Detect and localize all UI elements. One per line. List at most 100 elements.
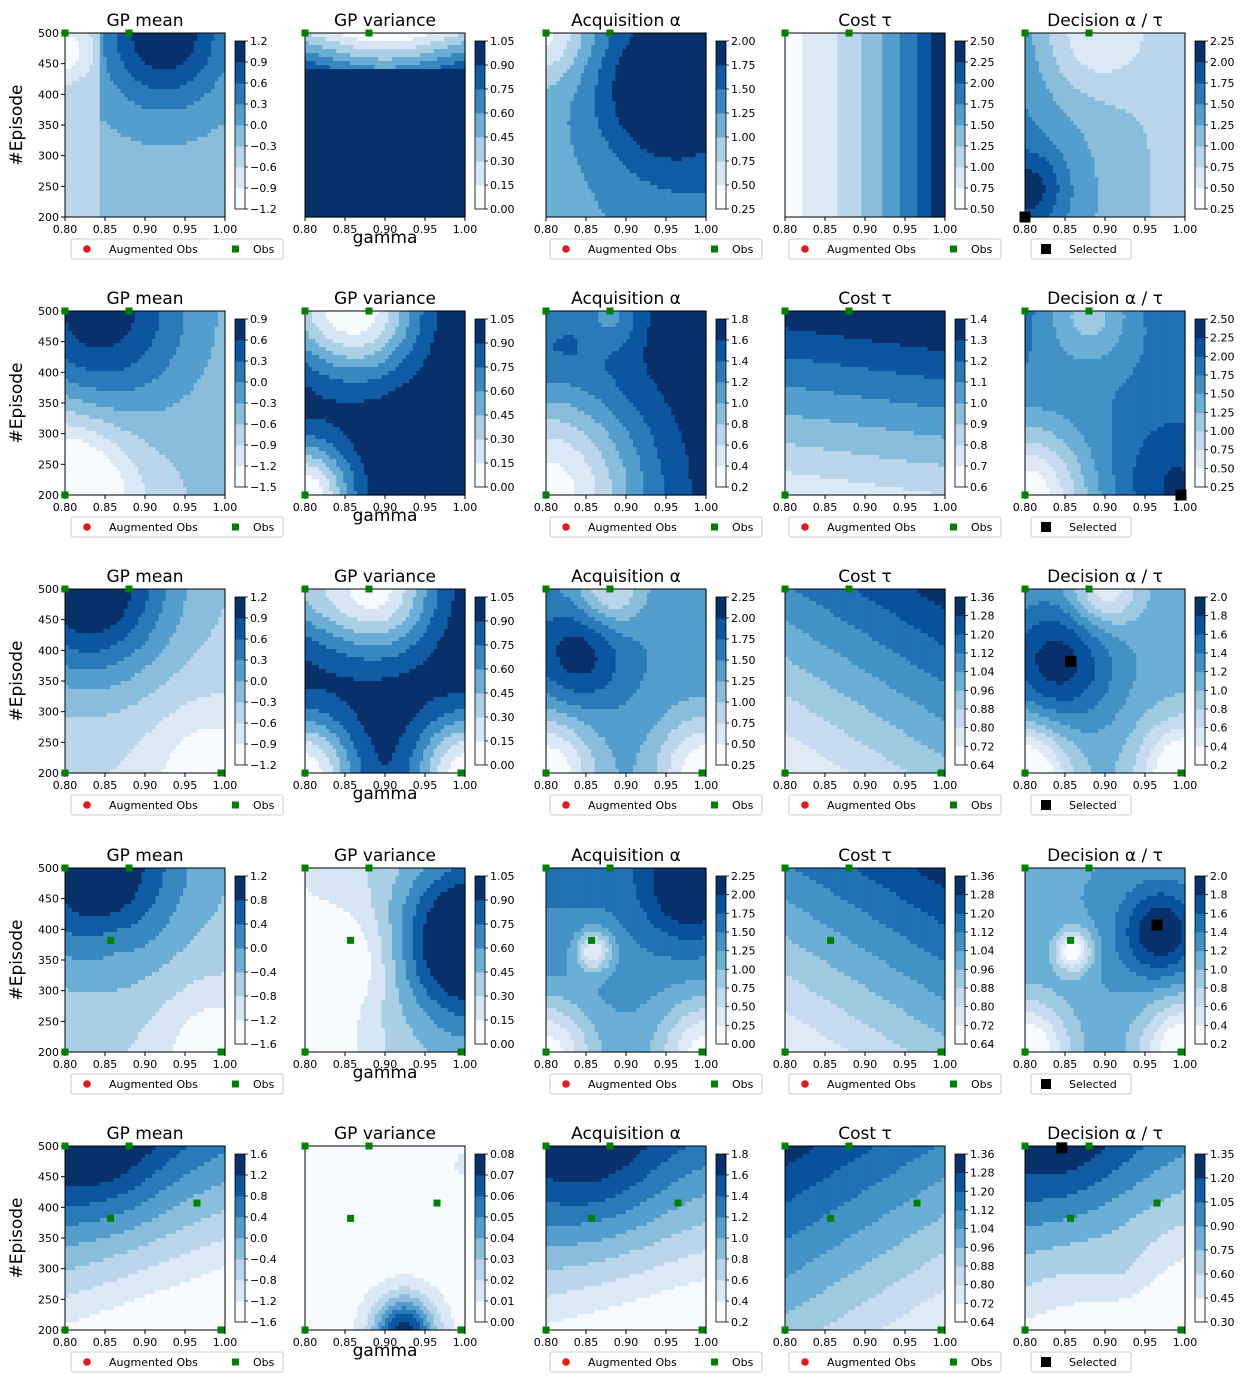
- contour-cell: [458, 129, 462, 134]
- contour-cell: [187, 177, 191, 182]
- contour-cell: [416, 89, 420, 94]
- contour-cell: [423, 117, 427, 122]
- contour-cell: [142, 117, 146, 122]
- contour-cell: [215, 189, 219, 194]
- contour-cell: [194, 193, 198, 198]
- contour-cell: [570, 177, 574, 182]
- contour-cell: [343, 201, 347, 206]
- contour-cell: [336, 137, 340, 142]
- contour-cell: [197, 117, 201, 122]
- legend-augmented-marker: [83, 245, 91, 253]
- contour-cell: [208, 57, 212, 62]
- contour-cell: [128, 49, 132, 54]
- contour-cell: [204, 97, 208, 102]
- contour-cell: [135, 185, 139, 190]
- contour-cell: [208, 53, 212, 58]
- contour-cell: [208, 185, 212, 190]
- contour-cell: [204, 209, 208, 214]
- contour-cell: [399, 53, 403, 58]
- contour-cell: [354, 137, 358, 142]
- contour-cell: [458, 161, 462, 166]
- contour-cell: [448, 197, 452, 202]
- contour-cell: [399, 205, 403, 210]
- contour-cell: [159, 161, 163, 166]
- contour-cell: [65, 37, 69, 42]
- contour-cell: [322, 121, 326, 126]
- contour-cell: [208, 117, 212, 122]
- contour-cell: [93, 145, 97, 150]
- contour-cell: [451, 69, 455, 74]
- contour-cell: [152, 165, 156, 170]
- contour-cell: [549, 49, 553, 54]
- contour-cell: [114, 101, 118, 106]
- contour-cell: [82, 201, 86, 206]
- contour-cell: [402, 145, 406, 150]
- contour-cell: [312, 205, 316, 210]
- contour-cell: [145, 113, 149, 118]
- contour-cell: [556, 157, 560, 162]
- contour-cell: [584, 181, 588, 186]
- contour-cell: [427, 33, 431, 38]
- contour-cell: [382, 65, 386, 70]
- colorbar-tick-label: 0.00: [490, 203, 515, 216]
- contour-cell: [567, 109, 571, 114]
- contour-cell: [451, 81, 455, 86]
- contour-cell: [423, 73, 427, 78]
- contour-cell: [103, 133, 107, 138]
- contour-cell: [556, 173, 560, 178]
- contour-cell: [553, 61, 557, 66]
- contour-cell: [406, 153, 410, 158]
- contour-cell: [333, 157, 337, 162]
- contour-cell: [187, 201, 191, 206]
- contour-cell: [114, 181, 118, 186]
- contour-cell: [567, 161, 571, 166]
- contour-cell: [75, 205, 79, 210]
- contour-cell: [368, 65, 372, 70]
- contour-cell: [375, 153, 379, 158]
- contour-cell: [577, 137, 581, 142]
- contour-cell: [145, 41, 149, 46]
- contour-cell: [96, 193, 100, 198]
- contour-cell: [448, 57, 452, 62]
- contour-cell: [378, 125, 382, 130]
- contour-cell: [567, 165, 571, 170]
- contour-cell: [124, 61, 128, 66]
- contour-cell: [190, 105, 194, 110]
- contour-cell: [546, 125, 550, 130]
- contour-cell: [169, 121, 173, 126]
- contour-cell: [423, 85, 427, 90]
- contour-cell: [319, 69, 323, 74]
- contour-cell: [315, 37, 319, 42]
- contour-cell: [591, 125, 595, 130]
- contour-cell: [201, 37, 205, 42]
- contour-cell: [333, 149, 337, 154]
- contour-cell: [430, 145, 434, 150]
- contour-cell: [162, 117, 166, 122]
- contour-cell: [455, 133, 459, 138]
- contour-cell: [89, 193, 93, 198]
- contour-cell: [201, 101, 205, 106]
- contour-cell: [180, 81, 184, 86]
- contour-cell: [215, 49, 219, 54]
- contour-cell: [322, 85, 326, 90]
- contour-cell: [563, 89, 567, 94]
- contour-cell: [204, 161, 208, 166]
- contour-cell: [176, 205, 180, 210]
- contour-cell: [584, 209, 588, 214]
- contour-cell: [72, 173, 76, 178]
- contour-cell: [215, 201, 219, 206]
- contour-cell: [86, 77, 90, 82]
- contour-cell: [581, 61, 585, 66]
- contour-cell: [402, 77, 406, 82]
- contour-cell: [65, 121, 69, 126]
- contour-cell: [375, 169, 379, 174]
- contour-cell: [361, 109, 365, 114]
- contour-cell: [319, 65, 323, 70]
- contour-cell: [173, 113, 177, 118]
- contour-cell: [451, 197, 455, 202]
- contour-cell: [336, 193, 340, 198]
- contour-cell: [308, 97, 312, 102]
- contour-cell: [584, 185, 588, 190]
- contour-cell: [577, 157, 581, 162]
- contour-cell: [563, 145, 567, 150]
